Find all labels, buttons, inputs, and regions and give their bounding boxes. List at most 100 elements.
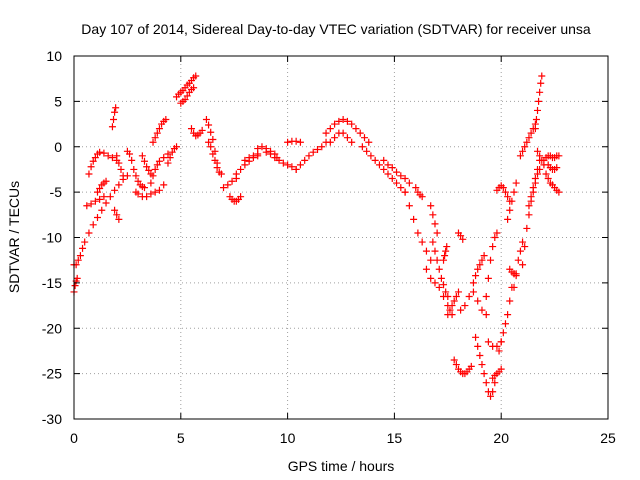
data-point — [450, 356, 458, 364]
data-point — [510, 188, 518, 196]
data-point — [140, 184, 148, 192]
data-point — [211, 156, 219, 164]
series-arc33 — [412, 184, 426, 201]
x-tick-label: 10 — [280, 430, 296, 446]
data-point — [523, 224, 531, 232]
data-point — [495, 347, 503, 355]
data-point — [555, 188, 563, 196]
data-point — [450, 297, 458, 305]
data-point — [155, 157, 163, 165]
series-arc27 — [292, 138, 330, 173]
data-point — [183, 92, 191, 100]
data-point — [521, 243, 529, 251]
data-point — [491, 379, 499, 387]
data-point — [130, 165, 138, 173]
data-point — [418, 193, 426, 201]
data-point — [405, 202, 413, 210]
data-point — [440, 281, 448, 289]
data-point — [493, 229, 501, 237]
data-point — [292, 137, 300, 145]
data-point — [155, 186, 163, 194]
data-point — [102, 199, 110, 207]
data-point — [284, 161, 292, 169]
data-point — [164, 159, 172, 167]
data-point — [433, 229, 441, 237]
series-arc10 — [132, 181, 168, 201]
series-arc59 — [544, 161, 561, 173]
data-point — [474, 342, 482, 350]
data-point — [527, 129, 535, 137]
data-point — [542, 170, 550, 178]
data-point — [499, 329, 507, 337]
series-arc04 — [83, 193, 108, 210]
x-tick-label: 0 — [70, 430, 78, 446]
data-point — [83, 202, 91, 210]
series-arc11 — [138, 152, 155, 178]
data-point — [482, 311, 490, 319]
data-point — [525, 134, 533, 142]
chart-title: Day 107 of 2014, Sidereal Day-to-day VTE… — [81, 21, 591, 37]
series-arc22 — [232, 152, 262, 178]
data-point — [435, 283, 443, 291]
data-point — [497, 365, 505, 373]
data-point — [512, 179, 520, 187]
data-point — [91, 154, 99, 162]
data-point — [343, 117, 351, 125]
data-point — [478, 306, 486, 314]
series-arc38 — [444, 288, 462, 319]
data-point — [380, 165, 388, 173]
data-point — [525, 211, 533, 219]
series-arc20 — [220, 175, 240, 192]
data-point — [134, 177, 142, 185]
data-point — [343, 134, 351, 142]
series-arc32 — [401, 188, 435, 264]
series-arc57 — [540, 152, 563, 164]
series-arc39 — [454, 229, 467, 243]
data-point — [198, 126, 206, 134]
data-point — [532, 116, 540, 124]
series-arc37 — [440, 243, 451, 264]
data-point — [140, 157, 148, 165]
data-point — [241, 156, 249, 164]
x-tick-label: 5 — [177, 430, 185, 446]
data-point — [418, 238, 426, 246]
series-arc15 — [173, 72, 200, 101]
data-point — [98, 206, 106, 214]
data-point — [360, 134, 368, 142]
data-point — [427, 256, 435, 264]
data-point — [516, 152, 524, 160]
data-point — [534, 106, 542, 114]
data-point — [506, 297, 514, 305]
data-point — [217, 170, 225, 178]
data-point — [258, 143, 266, 151]
data-point — [151, 134, 159, 142]
data-point — [384, 161, 392, 169]
data-point — [452, 361, 460, 369]
data-point — [173, 143, 181, 151]
data-point — [437, 274, 445, 282]
data-point — [153, 129, 161, 137]
data-point — [275, 156, 283, 164]
x-tick-label: 15 — [387, 430, 403, 446]
data-point — [326, 138, 334, 146]
data-point — [441, 252, 449, 260]
data-point — [401, 175, 409, 183]
data-point — [525, 202, 533, 210]
data-point — [484, 338, 492, 346]
data-point — [476, 351, 484, 359]
data-point — [348, 120, 356, 128]
data-point — [79, 244, 87, 252]
data-point — [305, 152, 313, 160]
data-point — [527, 193, 535, 201]
data-point — [523, 138, 531, 146]
data-point — [213, 164, 221, 172]
x-tick-labels: 0 5 10 15 20 25 — [70, 430, 616, 446]
series-arc44 — [482, 229, 501, 300]
series-arc07 — [111, 206, 123, 223]
data-point — [531, 125, 539, 133]
data-points — [70, 72, 563, 400]
data-point — [162, 116, 170, 124]
data-point — [412, 184, 420, 192]
y-tick-label: 5 — [54, 93, 62, 109]
series-arc01 — [70, 172, 131, 269]
